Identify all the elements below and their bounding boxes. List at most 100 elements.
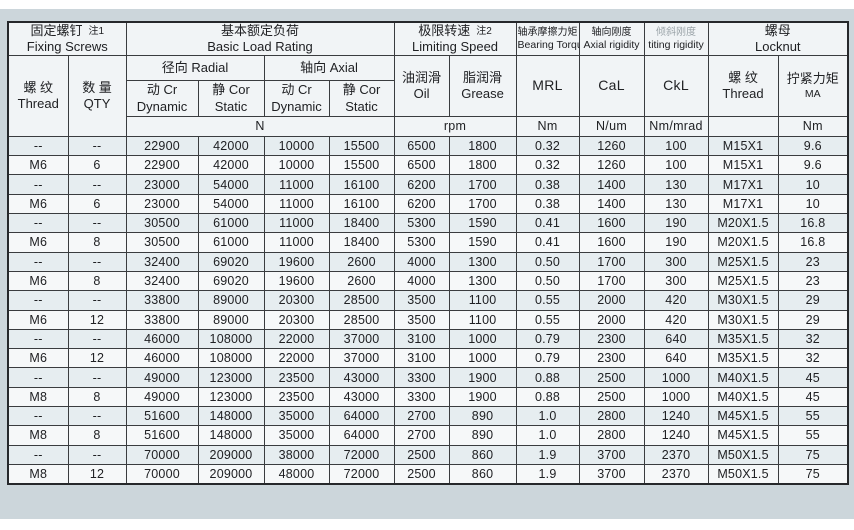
col-label-zh: 脂润滑 bbox=[463, 69, 503, 85]
table-cell: 33800 bbox=[125, 290, 199, 311]
unit-mrl-nm: Nm bbox=[515, 115, 580, 137]
subgroup-header-radial: 径向 Radial bbox=[125, 54, 265, 81]
table-row: M6 6 22900 42000 10000 15500 6500 1800 0.32 1260 1… bbox=[7, 155, 849, 176]
table-cell: 130 bbox=[643, 174, 709, 195]
table-cell: 23 bbox=[777, 270, 849, 292]
table-cell: M45X1.5 bbox=[707, 425, 779, 446]
group-label-zh: 轴向刚度 bbox=[591, 26, 632, 38]
table-cell: 2000 bbox=[578, 309, 645, 330]
table-row: M6 6 23000 54000 11000 16100 6200 1700 0.38 1400 1… bbox=[7, 193, 849, 215]
table-cell: 3700 bbox=[578, 444, 645, 465]
table-cell: 3700 bbox=[578, 463, 645, 485]
col-label-en: Oil bbox=[413, 86, 430, 102]
table-cell: 1000 bbox=[448, 348, 517, 369]
table-cell: 43000 bbox=[328, 367, 395, 388]
table-cell: 38000 bbox=[263, 444, 330, 465]
table-cell: 5300 bbox=[393, 232, 450, 253]
table-row: M6 12 33800 89000 20300 28500 3500 1100 0.55 2000… bbox=[7, 309, 849, 330]
table-cell: 35000 bbox=[263, 425, 330, 446]
table-cell: 209000 bbox=[197, 463, 265, 485]
table-cell: 300 bbox=[643, 270, 709, 292]
table-cell: 3500 bbox=[393, 290, 450, 311]
table-cell: 148000 bbox=[197, 425, 265, 446]
table-row: -- -- 51600 148000 35000 64000 2700 890 1.0 2800 1… bbox=[7, 405, 849, 427]
table-cell: 0.79 bbox=[515, 328, 580, 350]
table-cell: -- bbox=[7, 405, 69, 427]
table-cell: 300 bbox=[643, 251, 709, 272]
table-cell: 1590 bbox=[448, 213, 517, 234]
table-cell: 20300 bbox=[263, 290, 330, 311]
table-cell: 640 bbox=[643, 328, 709, 350]
table-cell: 108000 bbox=[197, 328, 265, 350]
table-cell: 2600 bbox=[328, 270, 395, 292]
table-cell: 69020 bbox=[197, 270, 265, 292]
table-cell: 209000 bbox=[197, 444, 265, 465]
group-label-zh: 轴承摩擦力矩 bbox=[517, 26, 578, 38]
col-header-mrl: MRL bbox=[515, 54, 580, 117]
group-header-limiting-speed: 极限转速 注2 Limiting Speed bbox=[393, 21, 517, 56]
table-cell: 108000 bbox=[197, 348, 265, 369]
table-cell: M40X1.5 bbox=[707, 386, 779, 408]
table-cell: 18400 bbox=[328, 232, 395, 253]
table-cell: 1100 bbox=[448, 290, 517, 311]
group-header-basic-load-rating: 基本额定负荷 Basic Load Rating bbox=[125, 21, 395, 56]
table-cell: 0.32 bbox=[515, 155, 580, 176]
col-header-grease: 脂润滑 Grease bbox=[448, 54, 517, 117]
table-cell: 1900 bbox=[448, 367, 517, 388]
table-cell: 23500 bbox=[263, 386, 330, 408]
table-cell: 23500 bbox=[263, 367, 330, 388]
table-cell: 4000 bbox=[393, 251, 450, 272]
table-cell: 123000 bbox=[197, 367, 265, 388]
table-cell: 22900 bbox=[125, 135, 199, 157]
table-cell: 2300 bbox=[578, 328, 645, 350]
table-cell: 2600 bbox=[328, 251, 395, 272]
table-cell: 1000 bbox=[643, 386, 709, 408]
table-cell: 1800 bbox=[448, 135, 517, 157]
table-cell: 15500 bbox=[328, 155, 395, 176]
table-cell: 1700 bbox=[578, 270, 645, 292]
table-cell: 1000 bbox=[448, 328, 517, 350]
col-label-en: Dynamic bbox=[271, 98, 322, 114]
table-cell: 10 bbox=[777, 174, 849, 195]
table-cell: 1700 bbox=[578, 251, 645, 272]
table-cell: 75 bbox=[777, 463, 849, 485]
table-cell: 42000 bbox=[197, 135, 265, 157]
col-header-radial-dynamic-cr: 动 Cr Dynamic bbox=[125, 79, 199, 117]
table-row: -- -- 32400 69020 19600 2600 4000 1300 0.50 1700 3… bbox=[7, 251, 849, 272]
table-cell: 1700 bbox=[448, 174, 517, 195]
table-cell: -- bbox=[7, 213, 69, 234]
table-cell: 2500 bbox=[578, 367, 645, 388]
table-cell: 29 bbox=[777, 309, 849, 330]
table-cell: 8 bbox=[67, 386, 127, 408]
table-cell: 1260 bbox=[578, 155, 645, 176]
table-cell: 8 bbox=[67, 232, 127, 253]
table-cell: 2370 bbox=[643, 444, 709, 465]
col-label-zh: 动 Cr bbox=[281, 82, 312, 98]
bearing-spec-table: 固定螺钉 注1 Fixing Screws 基本额定负荷 Basic Load R… bbox=[7, 21, 850, 485]
table-cell: M8 bbox=[7, 386, 69, 408]
table-row: M8 12 70000 209000 48000 72000 2500 860 1.9 3700 2… bbox=[7, 463, 849, 485]
table-cell: M15X1 bbox=[707, 155, 779, 176]
table-cell: 19600 bbox=[263, 270, 330, 292]
table-cell: 72000 bbox=[328, 463, 395, 485]
subgroup-label-en: Axial bbox=[329, 59, 358, 75]
table-cell: 1240 bbox=[643, 425, 709, 446]
table-cell: 11000 bbox=[263, 232, 330, 253]
table-cell: M6 bbox=[7, 155, 69, 176]
table-row: -- -- 49000 123000 23500 43000 3300 1900 0.88 250… bbox=[7, 367, 849, 388]
table-cell: 9.6 bbox=[777, 135, 849, 157]
group-label-en: Fixing Screws bbox=[26, 39, 108, 55]
table-cell: 6 bbox=[67, 193, 127, 215]
table-cell: 12 bbox=[67, 463, 127, 485]
col-label-en: Static bbox=[214, 98, 248, 114]
col-label-en: QTY bbox=[83, 96, 111, 112]
table-cell: 89000 bbox=[197, 309, 265, 330]
table-cell: 3100 bbox=[393, 348, 450, 369]
table-cell: 46000 bbox=[125, 328, 199, 350]
table-cell: M35X1.5 bbox=[707, 348, 779, 369]
table-row: M6 8 32400 69020 19600 2600 4000 1300 0.50 1700 30… bbox=[7, 270, 849, 292]
table-cell: 29 bbox=[777, 290, 849, 311]
table-cell: 0.55 bbox=[515, 290, 580, 311]
table-cell: M6 bbox=[7, 270, 69, 292]
table-cell: 890 bbox=[448, 425, 517, 446]
